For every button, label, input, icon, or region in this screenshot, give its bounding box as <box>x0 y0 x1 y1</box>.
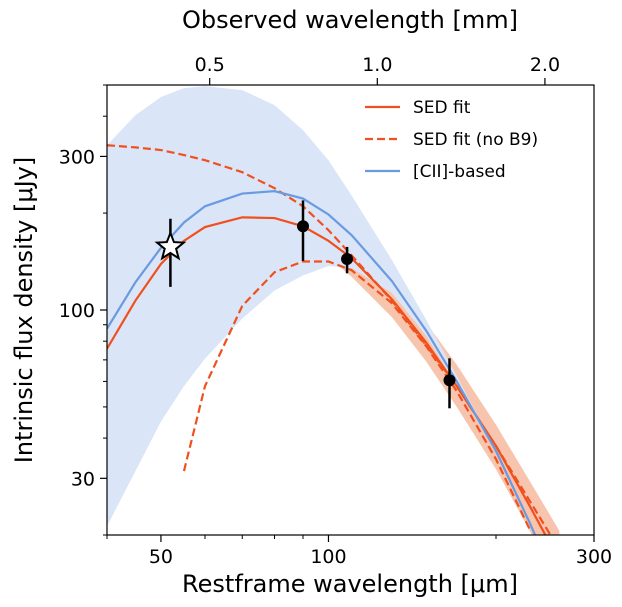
x-tick-label: 100 <box>310 546 346 568</box>
x2-tick-label: 2.0 <box>530 54 560 76</box>
y-tick-label: 30 <box>71 468 95 490</box>
legend-label: SED fit <box>413 98 471 118</box>
y-tick-label: 300 <box>59 146 95 168</box>
data-point <box>443 374 456 387</box>
legend-label: [CII]-based <box>413 162 506 182</box>
y-axis-label: Intrinsic flux density [μJy] <box>10 157 38 464</box>
x-axis-label: Restframe wavelength [μm] <box>182 570 518 598</box>
series-line <box>107 190 537 535</box>
x2-axis-label: Observed wavelength [mm] <box>182 6 518 34</box>
x2-tick-label: 1.0 <box>362 54 392 76</box>
series-line-lower <box>182 260 531 530</box>
star-point <box>154 230 187 261</box>
x-tick-label: 50 <box>149 546 173 568</box>
x2-tick-label: 0.5 <box>195 54 225 76</box>
y-tick-label: 100 <box>59 300 95 322</box>
legend-label: SED fit (no B9) <box>413 130 538 150</box>
x-tick-label: 300 <box>576 546 612 568</box>
band <box>107 86 536 535</box>
data-point <box>297 220 310 233</box>
band <box>107 201 560 535</box>
data-point <box>341 253 354 266</box>
